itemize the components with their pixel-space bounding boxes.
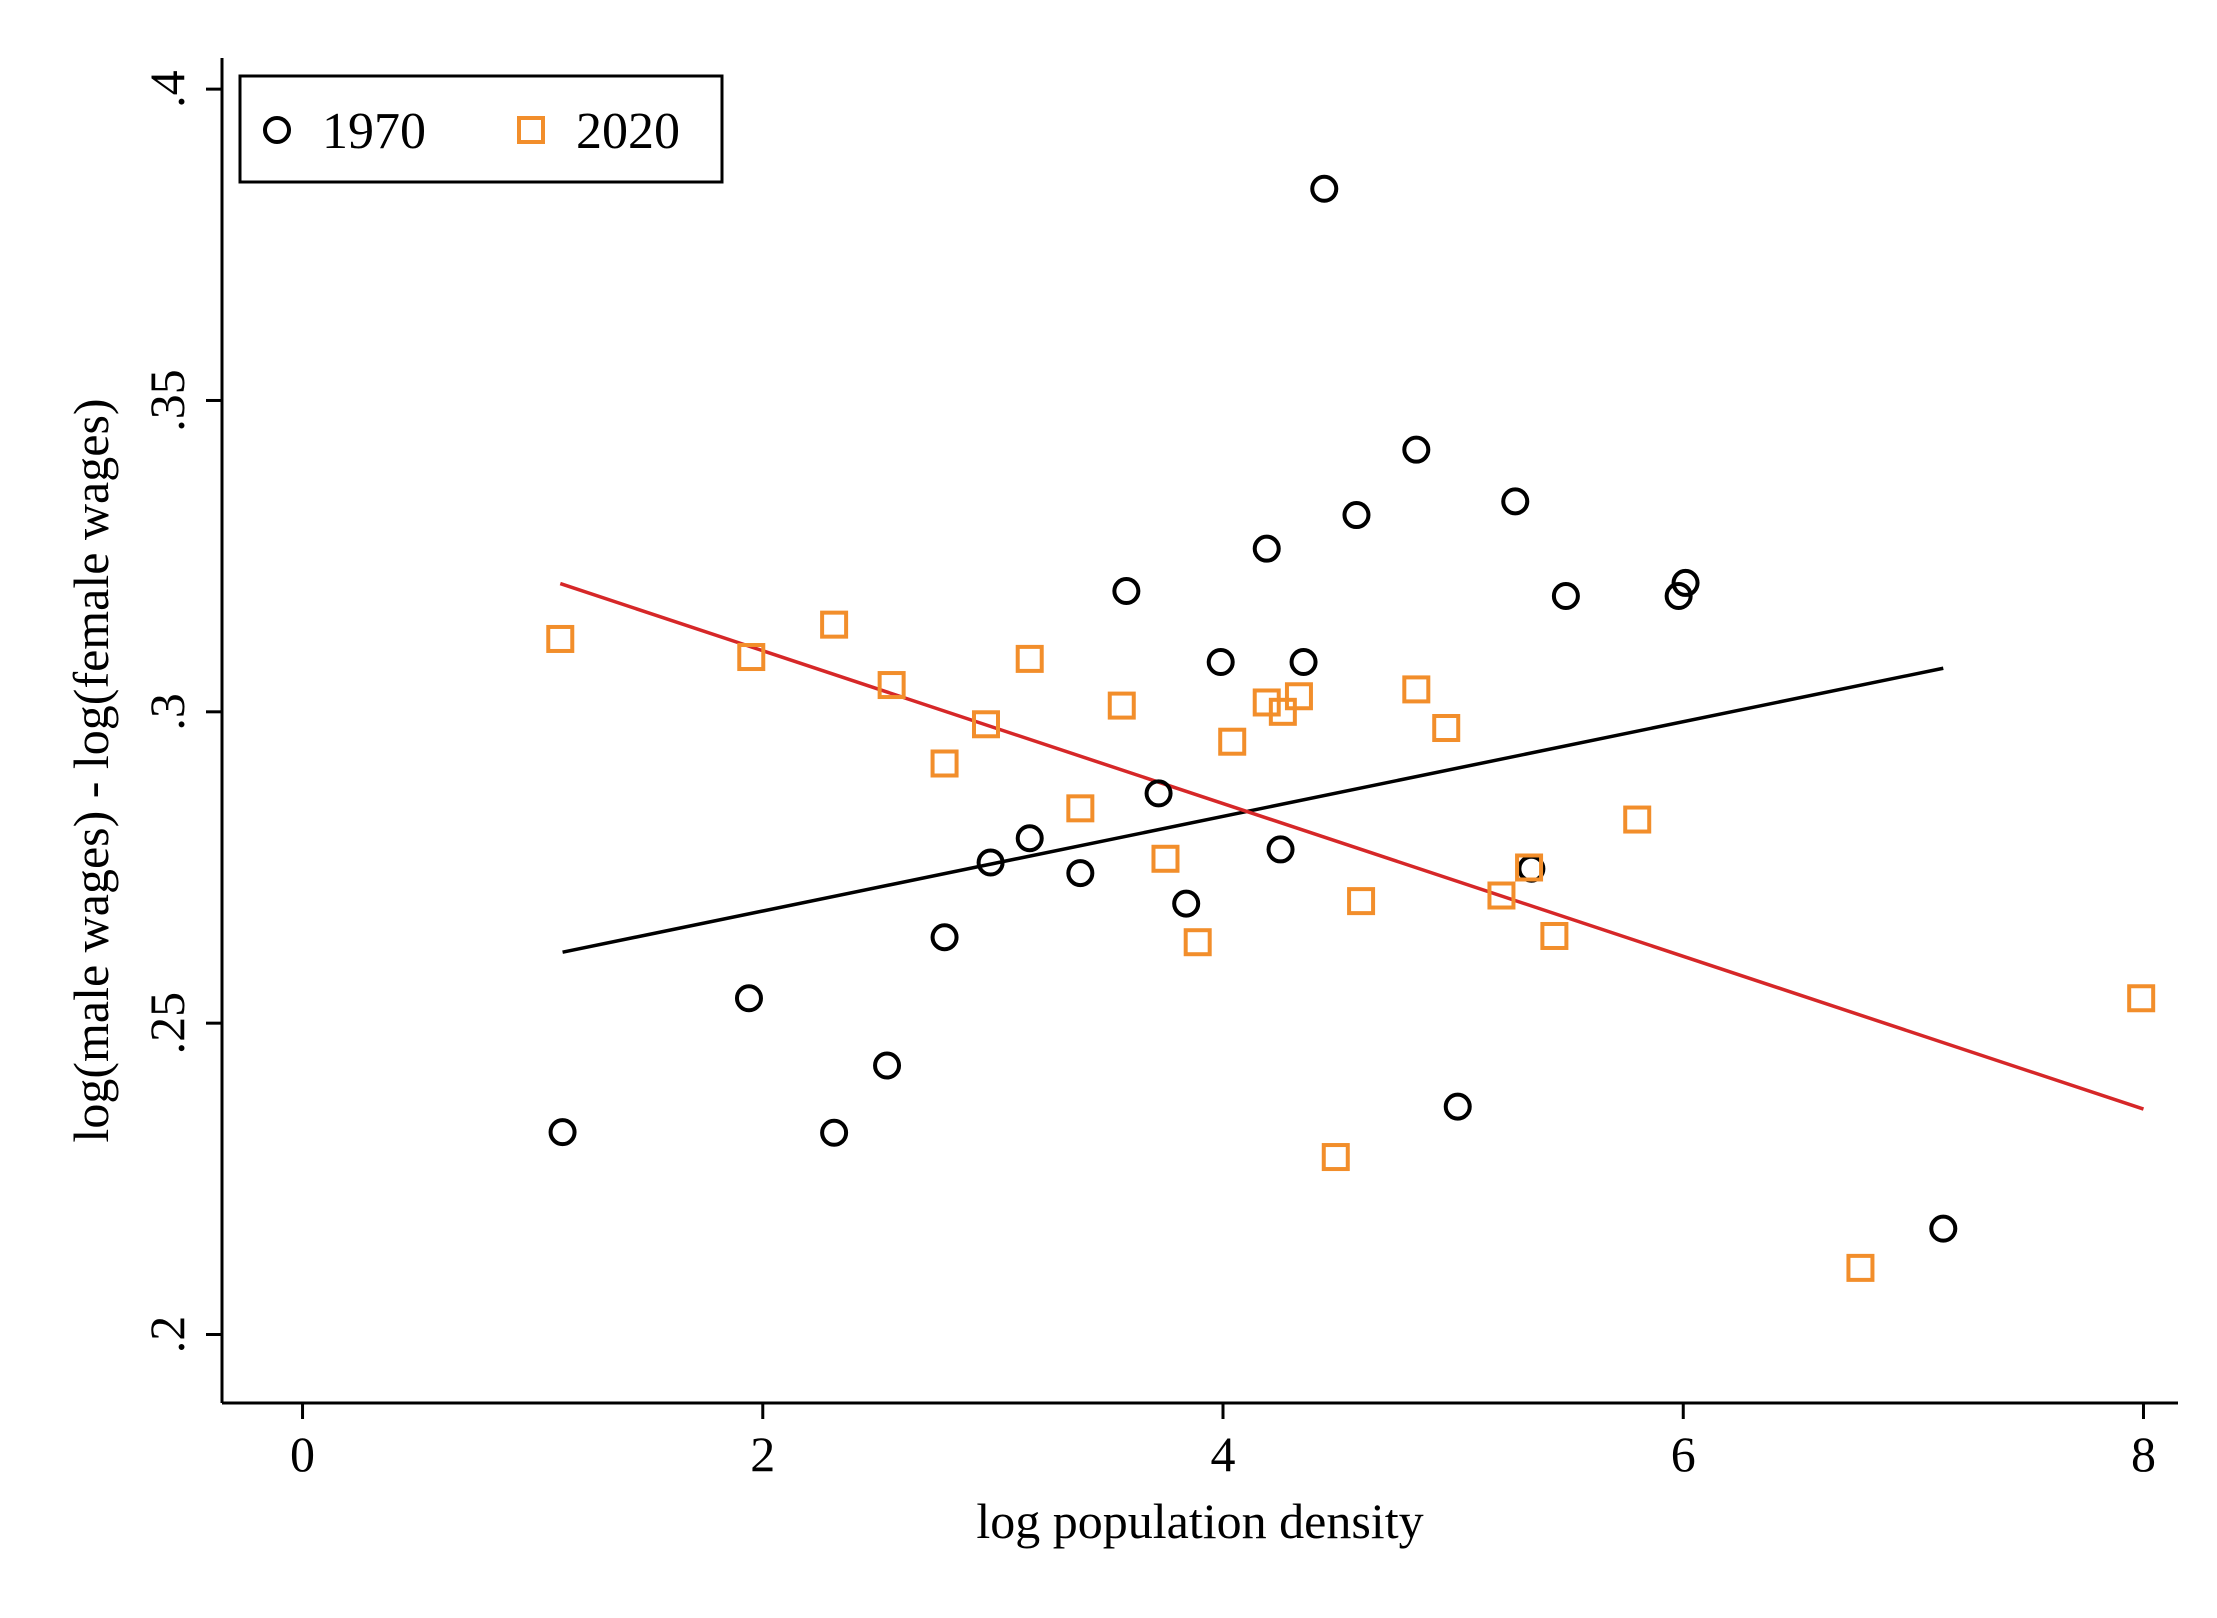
x-tick-label: 6 [1671, 1426, 1696, 1482]
point-2020 [1107, 691, 1136, 720]
point-1970 [820, 1118, 849, 1147]
y-tick-label: .35 [139, 369, 195, 432]
point-2020 [2127, 984, 2156, 1013]
point-2020 [1183, 928, 1212, 957]
point-1970 [1342, 501, 1371, 530]
x-tick-label: 0 [290, 1426, 315, 1482]
point-2020 [1066, 794, 1095, 823]
point-1970 [1066, 859, 1095, 888]
point-2020 [737, 643, 766, 672]
point-2020 [1540, 921, 1569, 950]
point-1970 [1501, 487, 1530, 516]
x-tick-label: 4 [1211, 1426, 1236, 1482]
point-2020 [971, 710, 1000, 739]
point-1970 [548, 1118, 577, 1147]
point-1970 [930, 923, 959, 952]
legend-marker-2020 [517, 116, 545, 144]
legend-label-1970: 1970 [322, 103, 426, 160]
point-2020 [1218, 727, 1247, 756]
point-1970 [734, 984, 763, 1013]
point-1970 [1443, 1092, 1472, 1121]
point-1970 [1015, 824, 1044, 853]
data-points [546, 174, 2156, 1282]
y-tick-label: .25 [139, 992, 195, 1055]
point-1970 [1206, 648, 1235, 677]
point-2020 [930, 749, 959, 778]
y-tick-label: .3 [139, 693, 195, 731]
point-2020 [1268, 697, 1297, 726]
point-1970 [1671, 568, 1700, 597]
point-1970 [1551, 582, 1580, 610]
point-1970 [1289, 648, 1318, 677]
axes: 0 2 4 6 8 .2 .25 .3 .35 .4 [139, 58, 2178, 1482]
point-1970 [873, 1051, 902, 1080]
point-1970 [1402, 435, 1431, 464]
point-1970 [1266, 835, 1295, 864]
point-1970 [1252, 534, 1281, 563]
fit-lines [559, 581, 2145, 1111]
fit-line-1970 [562, 666, 1944, 954]
point-1970 [1172, 889, 1201, 918]
point-2020 [1347, 887, 1376, 916]
point-2020 [1252, 688, 1281, 717]
point-2020 [1015, 644, 1044, 673]
point-2020 [1321, 1143, 1350, 1172]
y-tick-label: .4 [139, 70, 195, 108]
y-axis-title: log(male wages) - log(female wages) [63, 398, 119, 1142]
point-1970 [1664, 582, 1693, 610]
point-1970 [1144, 779, 1173, 808]
legend-box [238, 74, 724, 184]
point-2020 [1487, 881, 1516, 910]
point-1970 [976, 848, 1005, 877]
point-2020 [546, 624, 575, 653]
point-2020 [1623, 805, 1652, 834]
y-tick-label: .2 [139, 1316, 195, 1354]
point-2020 [1284, 682, 1313, 711]
point-2020 [1515, 853, 1544, 882]
x-axis-title: log population density [976, 1493, 1423, 1549]
legend: 1970 2020 [238, 74, 724, 184]
x-tick-label: 8 [2131, 1426, 2156, 1482]
legend-label-2020: 2020 [576, 103, 680, 160]
point-2020 [1151, 844, 1180, 873]
point-2020 [1846, 1253, 1875, 1282]
point-1970 [1112, 577, 1141, 606]
point-2020 [820, 610, 849, 639]
point-2020 [1402, 675, 1431, 704]
x-tick-label: 2 [750, 1426, 775, 1482]
point-2020 [877, 671, 906, 700]
point-2020 [1432, 714, 1461, 743]
fit-line-2020 [559, 581, 2145, 1111]
point-1970 [1310, 174, 1339, 203]
legend-marker-1970 [263, 116, 291, 144]
point-1970 [1929, 1214, 1958, 1243]
